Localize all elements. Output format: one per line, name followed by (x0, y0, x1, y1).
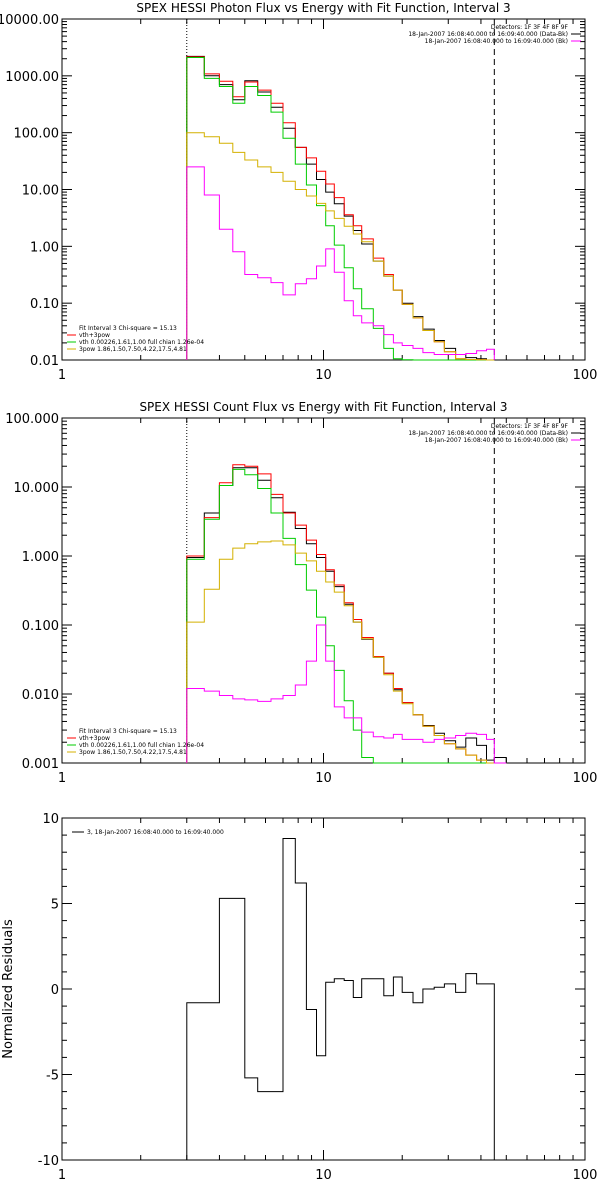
x-tick-label: 100 (573, 368, 598, 383)
y-tick-label: 10 (42, 812, 59, 827)
y-tick-label: 0.100 (22, 619, 59, 634)
legend-entry: 18-Jan-2007 16:08:40.000 to 16:09:40.000… (425, 437, 568, 444)
y-tick-label: 0.10 (30, 297, 59, 312)
series-line (186, 624, 507, 764)
y-tick-label: 0.001 (22, 757, 59, 772)
y-tick-label: 10.000 (14, 481, 60, 496)
plot-frame (61, 817, 586, 1161)
chart-panel-1: SPEX HESSI Photon Flux vs Energy with Fi… (0, 1, 597, 383)
y-tick-label: 100.00 (14, 127, 60, 142)
legend-top-left: 3, 18-Jan-2007 16:08:40.000 to 16:09:40.… (72, 829, 224, 836)
chart-title: SPEX HESSI Photon Flux vs Energy with Fi… (136, 1, 510, 15)
series-vth (186, 57, 495, 361)
legend-entry: vth 0.00226,1.61,1.00 full chian 1.26e-0… (79, 742, 204, 749)
plot-frame (61, 18, 586, 361)
series-3pow (186, 540, 507, 764)
legend-entry: Fit Interval 3 Chi-square = 15.13 (79, 325, 177, 332)
y-tick-label: 1.00 (30, 240, 59, 255)
series-line (186, 57, 495, 361)
legend-bottom-left: Fit Interval 3 Chi-square = 15.13vth+3po… (67, 728, 204, 756)
y-tick-label: -5 (46, 1069, 59, 1084)
series-3-18-jan-2007-16-08-40-000-to-16-09-40-000 (186, 838, 495, 1160)
y-tick-label: 10000.00 (0, 13, 59, 28)
x-tick-label: 10 (315, 771, 332, 786)
legend-entry: Fit Interval 3 Chi-square = 15.13 (79, 728, 177, 735)
y-tick-label: 0.010 (22, 688, 59, 703)
series-bk (186, 166, 495, 360)
y-tick-label: 1000.00 (5, 70, 59, 85)
series-bk (186, 624, 507, 764)
x-tick-label: 10 (315, 368, 332, 383)
series-data-bk (186, 467, 507, 763)
legend-entry: 3pow 1.86,1.50,7.50,4.22,17.5,4.81 (79, 346, 187, 353)
series-line (186, 166, 495, 360)
y-tick-label: 0 (51, 983, 59, 998)
x-tick-label: 100 (573, 771, 598, 786)
x-tick-label: 100 (573, 1168, 598, 1183)
y-axis-label: Normalized Residuals (1, 919, 16, 1059)
x-tick-label: 1 (58, 771, 66, 786)
series-vth (186, 468, 507, 764)
chart-panel-2: SPEX HESSI Count Flux vs Energy with Fit… (5, 400, 597, 786)
series-line (186, 838, 495, 1160)
y-tick-label: 10.00 (22, 184, 59, 199)
y-tick-label: -10 (38, 1154, 59, 1169)
legend-entry: 18-Jan-2007 16:08:40.000 to 16:09:40.000… (408, 430, 568, 437)
legend-entry: vth+3pow (79, 332, 110, 339)
series-3pow (186, 132, 495, 361)
chart-title: SPEX HESSI Count Flux vs Energy with Fit… (139, 400, 507, 414)
legend-bottom-left: Fit Interval 3 Chi-square = 15.13vth+3po… (67, 325, 204, 353)
legend-entry: Detectors: 1F 3F 4F 8F 9F (491, 24, 569, 31)
y-tick-label: 5 (51, 898, 59, 913)
legend-entry: vth 0.00226,1.61,1.00 full chian 1.26e-0… (79, 339, 204, 346)
chart-panel-3: 1 10 100 -10 -5 0 5 10 Normalized Residuals 3, 18… (1, 812, 597, 1183)
legend-entry: 18-Jan-2007 16:08:40.000 to 16:09:40.000… (408, 31, 568, 38)
series-line (186, 132, 495, 361)
x-tick-label: 1 (58, 1168, 66, 1183)
series-line (186, 468, 507, 764)
series-line (186, 540, 507, 764)
legend-entry: Detectors: 1F 3F 4F 8F 9F (491, 423, 569, 430)
x-tick-label: 1 (58, 368, 66, 383)
y-tick-label: 0.01 (30, 354, 59, 369)
legend-entry: 3, 18-Jan-2007 16:08:40.000 to 16:09:40.… (87, 829, 224, 836)
legend-entry: 3pow 1.86,1.50,7.50,4.22,17.5,4.81 (79, 749, 187, 756)
series-line (186, 467, 507, 763)
plot-frame (61, 417, 586, 764)
y-tick-label: 1.000 (22, 550, 59, 565)
legend-entry: 18-Jan-2007 16:08:40.000 to 16:09:40.000… (425, 38, 568, 45)
legend-entry: vth+3pow (79, 735, 110, 742)
y-tick-label: 100.000 (5, 412, 59, 427)
x-tick-label: 10 (315, 1168, 332, 1183)
